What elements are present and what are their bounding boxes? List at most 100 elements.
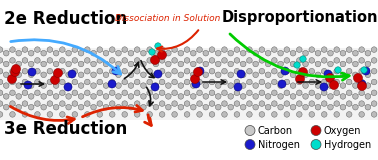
- Circle shape: [245, 140, 255, 149]
- Circle shape: [290, 50, 296, 56]
- Circle shape: [72, 90, 77, 96]
- Circle shape: [284, 101, 290, 106]
- Circle shape: [290, 83, 296, 88]
- Circle shape: [284, 90, 290, 96]
- Circle shape: [66, 94, 71, 99]
- Circle shape: [153, 61, 159, 67]
- Circle shape: [309, 68, 314, 74]
- Circle shape: [365, 72, 371, 78]
- Circle shape: [215, 83, 221, 88]
- Circle shape: [253, 104, 259, 110]
- Circle shape: [60, 112, 65, 117]
- Circle shape: [265, 50, 271, 56]
- Circle shape: [0, 47, 3, 52]
- Circle shape: [265, 104, 271, 110]
- Circle shape: [78, 50, 84, 56]
- Circle shape: [10, 58, 15, 63]
- Circle shape: [128, 72, 134, 78]
- Circle shape: [10, 90, 15, 96]
- Circle shape: [16, 83, 22, 88]
- Circle shape: [122, 112, 127, 117]
- Circle shape: [259, 90, 265, 96]
- Circle shape: [78, 61, 84, 67]
- Circle shape: [303, 50, 308, 56]
- Circle shape: [159, 58, 165, 63]
- Circle shape: [371, 47, 377, 52]
- Circle shape: [237, 70, 245, 78]
- Circle shape: [371, 79, 377, 85]
- Circle shape: [222, 47, 227, 52]
- Circle shape: [353, 104, 358, 110]
- Circle shape: [246, 47, 252, 52]
- Circle shape: [78, 83, 84, 88]
- Circle shape: [22, 90, 28, 96]
- Circle shape: [245, 125, 255, 136]
- Circle shape: [78, 104, 84, 110]
- Circle shape: [324, 70, 332, 78]
- Circle shape: [328, 94, 333, 99]
- Circle shape: [72, 58, 77, 63]
- Circle shape: [28, 83, 34, 88]
- Circle shape: [359, 68, 364, 74]
- Circle shape: [0, 112, 3, 117]
- Circle shape: [159, 47, 165, 52]
- Circle shape: [147, 79, 152, 85]
- Circle shape: [296, 112, 302, 117]
- Circle shape: [128, 104, 134, 110]
- Circle shape: [328, 61, 333, 67]
- Circle shape: [315, 50, 321, 56]
- FancyBboxPatch shape: [0, 48, 378, 120]
- Text: Nitrogen: Nitrogen: [258, 140, 300, 149]
- Circle shape: [3, 72, 9, 78]
- Circle shape: [265, 94, 271, 99]
- Text: Hydrogen: Hydrogen: [324, 140, 371, 149]
- Circle shape: [0, 68, 3, 74]
- Circle shape: [353, 73, 363, 83]
- Circle shape: [358, 81, 367, 91]
- Circle shape: [178, 83, 184, 88]
- Circle shape: [209, 58, 215, 63]
- Circle shape: [147, 90, 152, 96]
- Circle shape: [134, 47, 140, 52]
- Circle shape: [85, 79, 90, 85]
- Circle shape: [41, 83, 46, 88]
- Circle shape: [278, 104, 284, 110]
- Circle shape: [110, 112, 115, 117]
- Circle shape: [166, 72, 171, 78]
- Circle shape: [311, 125, 321, 136]
- Circle shape: [328, 83, 333, 88]
- Circle shape: [315, 94, 321, 99]
- Circle shape: [141, 61, 146, 67]
- Circle shape: [153, 104, 159, 110]
- Circle shape: [281, 67, 289, 75]
- Circle shape: [53, 50, 59, 56]
- Circle shape: [246, 90, 252, 96]
- Circle shape: [228, 104, 234, 110]
- Circle shape: [10, 79, 15, 85]
- Circle shape: [97, 90, 102, 96]
- Circle shape: [53, 72, 59, 78]
- Circle shape: [134, 58, 140, 63]
- Circle shape: [359, 79, 364, 85]
- Text: Disproportionation: Disproportionation: [222, 10, 378, 25]
- Circle shape: [134, 90, 140, 96]
- Circle shape: [284, 79, 290, 85]
- Circle shape: [253, 61, 259, 67]
- Circle shape: [28, 94, 34, 99]
- Circle shape: [197, 101, 202, 106]
- Circle shape: [278, 72, 284, 78]
- Circle shape: [371, 112, 377, 117]
- Circle shape: [172, 90, 177, 96]
- Circle shape: [353, 94, 358, 99]
- Circle shape: [172, 112, 177, 117]
- Circle shape: [192, 80, 200, 88]
- Circle shape: [97, 58, 102, 63]
- Circle shape: [91, 83, 96, 88]
- Circle shape: [72, 68, 77, 74]
- Circle shape: [334, 112, 339, 117]
- Circle shape: [110, 47, 115, 52]
- Circle shape: [103, 50, 109, 56]
- Circle shape: [22, 112, 28, 117]
- Circle shape: [278, 94, 284, 99]
- Circle shape: [321, 101, 327, 106]
